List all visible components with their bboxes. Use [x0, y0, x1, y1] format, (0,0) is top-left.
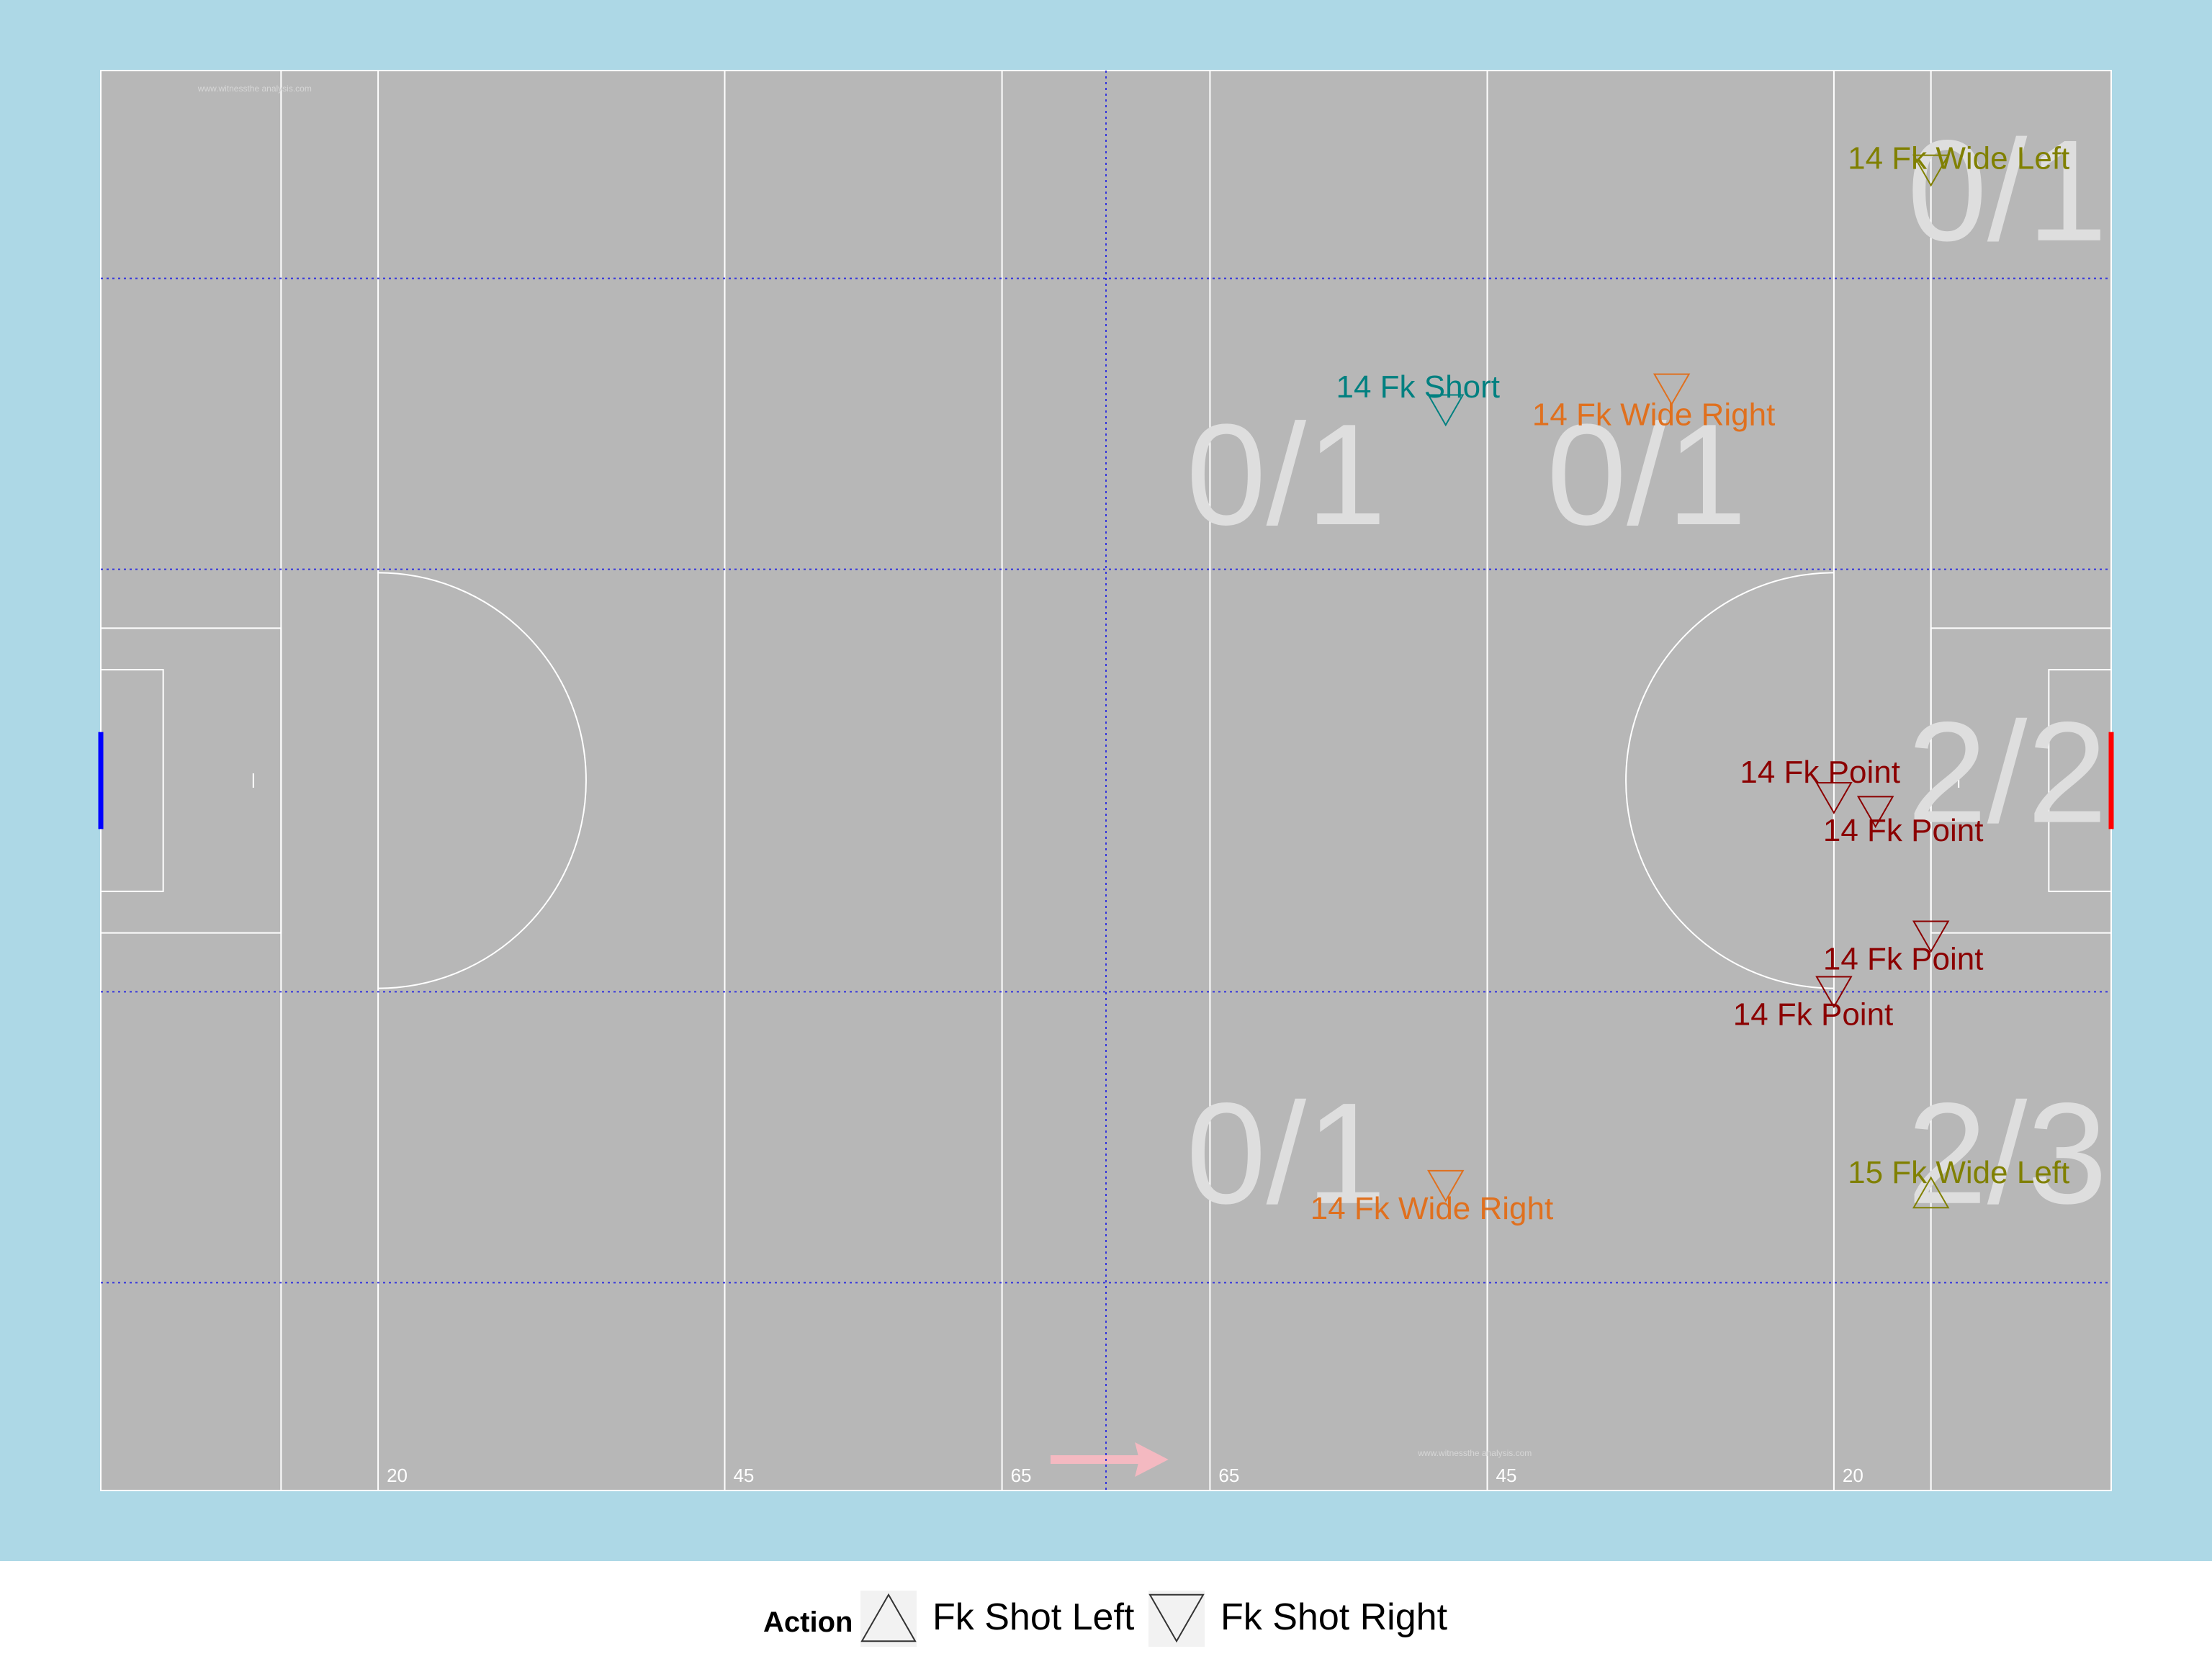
- legend-entry-label: Fk Shot Left: [932, 1596, 1135, 1638]
- legend-title: Action: [763, 1606, 853, 1638]
- legend-key-background: [860, 1591, 917, 1647]
- shot-label: 14 Fk Wide Left: [1848, 141, 2069, 176]
- shot-label: 14 Fk Point: [1823, 942, 1984, 977]
- shot-label: 14 Fk Wide Right: [1532, 397, 1775, 433]
- watermark: www.witnessthe analysis.com: [1417, 1448, 1532, 1458]
- line-label: 20: [1843, 1465, 1863, 1486]
- shot-label: 14 Fk Point: [1733, 997, 1894, 1033]
- watermark: www.witnessthe analysis.com: [197, 84, 312, 94]
- zone-summary-label: 2/3: [1907, 1074, 2108, 1234]
- shot-label: 14 Fk Short: [1336, 369, 1500, 405]
- shot-label: 14 Fk Point: [1740, 755, 1900, 790]
- line-label: 20: [387, 1465, 408, 1486]
- legend-entry-label: Fk Shot Right: [1220, 1596, 1448, 1638]
- zone-summary-label: 0/1: [1907, 111, 2108, 271]
- legend-key-background: [1148, 1591, 1205, 1647]
- shot-label: 14 Fk Point: [1823, 813, 1984, 848]
- line-label: 65: [1218, 1465, 1239, 1486]
- line-label: 45: [733, 1465, 754, 1486]
- line-label: 65: [1011, 1465, 1032, 1486]
- zone-summary-label: 0/1: [1186, 395, 1386, 555]
- shot-label: 15 Fk Wide Left: [1848, 1155, 2069, 1190]
- shot-label: 14 Fk Wide Right: [1310, 1191, 1553, 1226]
- line-label: 45: [1496, 1465, 1517, 1486]
